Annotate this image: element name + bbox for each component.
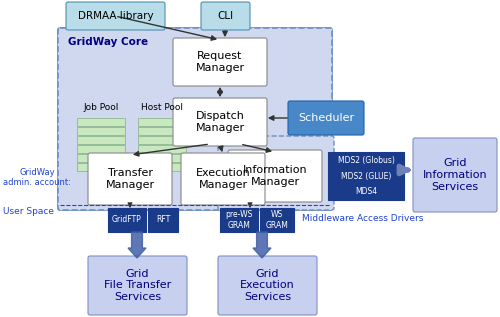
Text: Grid
Execution
Services: Grid Execution Services (240, 269, 295, 302)
Text: MDS2 (GLUE): MDS2 (GLUE) (341, 171, 391, 180)
Text: GridWay
admin. account:: GridWay admin. account: (3, 168, 71, 187)
FancyBboxPatch shape (328, 184, 404, 200)
Text: WS
GRAM: WS GRAM (266, 210, 288, 230)
FancyBboxPatch shape (148, 208, 178, 232)
Text: User Space: User Space (3, 207, 54, 216)
FancyBboxPatch shape (58, 28, 332, 210)
Text: RFT: RFT (156, 216, 170, 224)
FancyBboxPatch shape (138, 154, 186, 162)
FancyBboxPatch shape (77, 118, 125, 126)
Text: Middleware Access Drivers: Middleware Access Drivers (302, 214, 424, 223)
Text: Request
Manager: Request Manager (196, 51, 244, 73)
Text: Scheduler: Scheduler (298, 113, 354, 123)
FancyBboxPatch shape (138, 127, 186, 135)
FancyBboxPatch shape (77, 136, 125, 144)
Text: pre-WS
GRAM: pre-WS GRAM (226, 210, 252, 230)
FancyBboxPatch shape (260, 208, 294, 232)
FancyBboxPatch shape (77, 154, 125, 162)
Text: DRMAA library: DRMAA library (78, 11, 154, 21)
FancyBboxPatch shape (288, 101, 364, 135)
Text: Dispatch
Manager: Dispatch Manager (196, 111, 244, 133)
FancyBboxPatch shape (58, 28, 332, 210)
FancyBboxPatch shape (77, 145, 125, 153)
FancyBboxPatch shape (218, 136, 334, 210)
FancyBboxPatch shape (201, 2, 250, 30)
FancyBboxPatch shape (66, 2, 165, 30)
FancyBboxPatch shape (218, 256, 317, 315)
FancyBboxPatch shape (328, 152, 404, 168)
FancyBboxPatch shape (77, 163, 125, 171)
Text: GridFTP: GridFTP (112, 216, 142, 224)
Text: MDS4: MDS4 (355, 187, 377, 197)
Text: Job Pool: Job Pool (84, 103, 118, 112)
Text: Host Pool: Host Pool (141, 103, 183, 112)
FancyBboxPatch shape (108, 208, 146, 232)
Polygon shape (253, 232, 271, 258)
FancyBboxPatch shape (138, 163, 186, 171)
Text: MDS2 (Globus): MDS2 (Globus) (338, 156, 394, 165)
FancyBboxPatch shape (228, 150, 322, 202)
Text: Execution
Manager: Execution Manager (196, 168, 250, 190)
FancyBboxPatch shape (77, 127, 125, 135)
Polygon shape (128, 232, 146, 258)
FancyBboxPatch shape (138, 136, 186, 144)
FancyBboxPatch shape (88, 256, 187, 315)
Text: Grid
File Transfer
Services: Grid File Transfer Services (104, 269, 171, 302)
FancyBboxPatch shape (88, 153, 172, 205)
FancyBboxPatch shape (173, 38, 267, 86)
FancyBboxPatch shape (181, 153, 265, 205)
FancyBboxPatch shape (413, 138, 497, 212)
FancyBboxPatch shape (138, 145, 186, 153)
Text: CLI: CLI (218, 11, 234, 21)
Text: GridWay Core: GridWay Core (68, 37, 148, 47)
FancyBboxPatch shape (138, 118, 186, 126)
Text: Transfer
Manager: Transfer Manager (106, 168, 154, 190)
FancyBboxPatch shape (328, 168, 404, 184)
Text: Information
Manager: Information Manager (242, 165, 308, 187)
FancyBboxPatch shape (173, 98, 267, 146)
FancyBboxPatch shape (220, 208, 258, 232)
Text: Grid
Information
Services: Grid Information Services (422, 158, 488, 191)
